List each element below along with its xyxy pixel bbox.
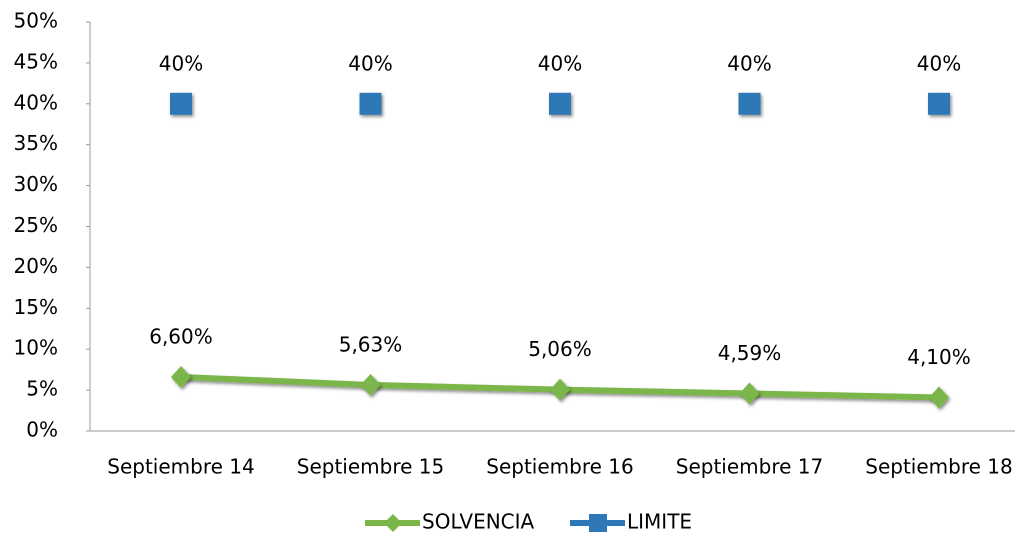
data-label: 40% xyxy=(917,51,961,75)
data-label: 6,60% xyxy=(149,325,213,349)
x-tick-label: Septiembre 15 xyxy=(297,455,444,479)
data-point xyxy=(549,92,571,115)
legend-marker xyxy=(384,514,402,532)
data-label: 4,59% xyxy=(718,341,782,365)
data-point xyxy=(929,386,949,409)
data-point xyxy=(738,92,761,115)
data-label: 40% xyxy=(348,51,392,75)
data-label: 5,06% xyxy=(528,337,592,361)
data-point xyxy=(171,366,191,389)
y-tick-label: 50% xyxy=(14,9,58,33)
y-tick-label: 20% xyxy=(14,254,58,278)
x-tick-label: Septiembre 18 xyxy=(865,455,1012,479)
data-label: 4,10% xyxy=(907,345,971,369)
x-tick-label: Septiembre 16 xyxy=(486,455,633,479)
data-point xyxy=(360,373,381,396)
y-tick-label: 35% xyxy=(14,131,58,155)
legend-marker xyxy=(589,514,607,532)
y-tick-label: 45% xyxy=(14,49,58,73)
y-tick-label: 0% xyxy=(26,418,58,442)
legend-label: LIMITE xyxy=(627,510,692,534)
data-point xyxy=(170,92,192,115)
y-tick-label: 15% xyxy=(14,295,58,319)
data-label: 5,63% xyxy=(339,332,403,356)
y-tick-label: 25% xyxy=(14,213,58,237)
data-point xyxy=(928,92,950,115)
data-label: 40% xyxy=(727,51,771,75)
y-tick-label: 40% xyxy=(14,90,58,114)
y-tick-label: 30% xyxy=(14,172,58,196)
x-tick-label: Septiembre 17 xyxy=(676,455,823,479)
x-tick-label: Septiembre 14 xyxy=(107,455,254,479)
data-label: 40% xyxy=(538,51,582,75)
data-point xyxy=(739,382,760,405)
y-tick-label: 10% xyxy=(14,336,58,360)
data-label: 40% xyxy=(159,51,203,75)
legend-label: SOLVENCIA xyxy=(422,510,535,534)
data-point xyxy=(550,378,570,401)
data-point xyxy=(359,92,382,115)
y-tick-label: 5% xyxy=(26,377,58,401)
